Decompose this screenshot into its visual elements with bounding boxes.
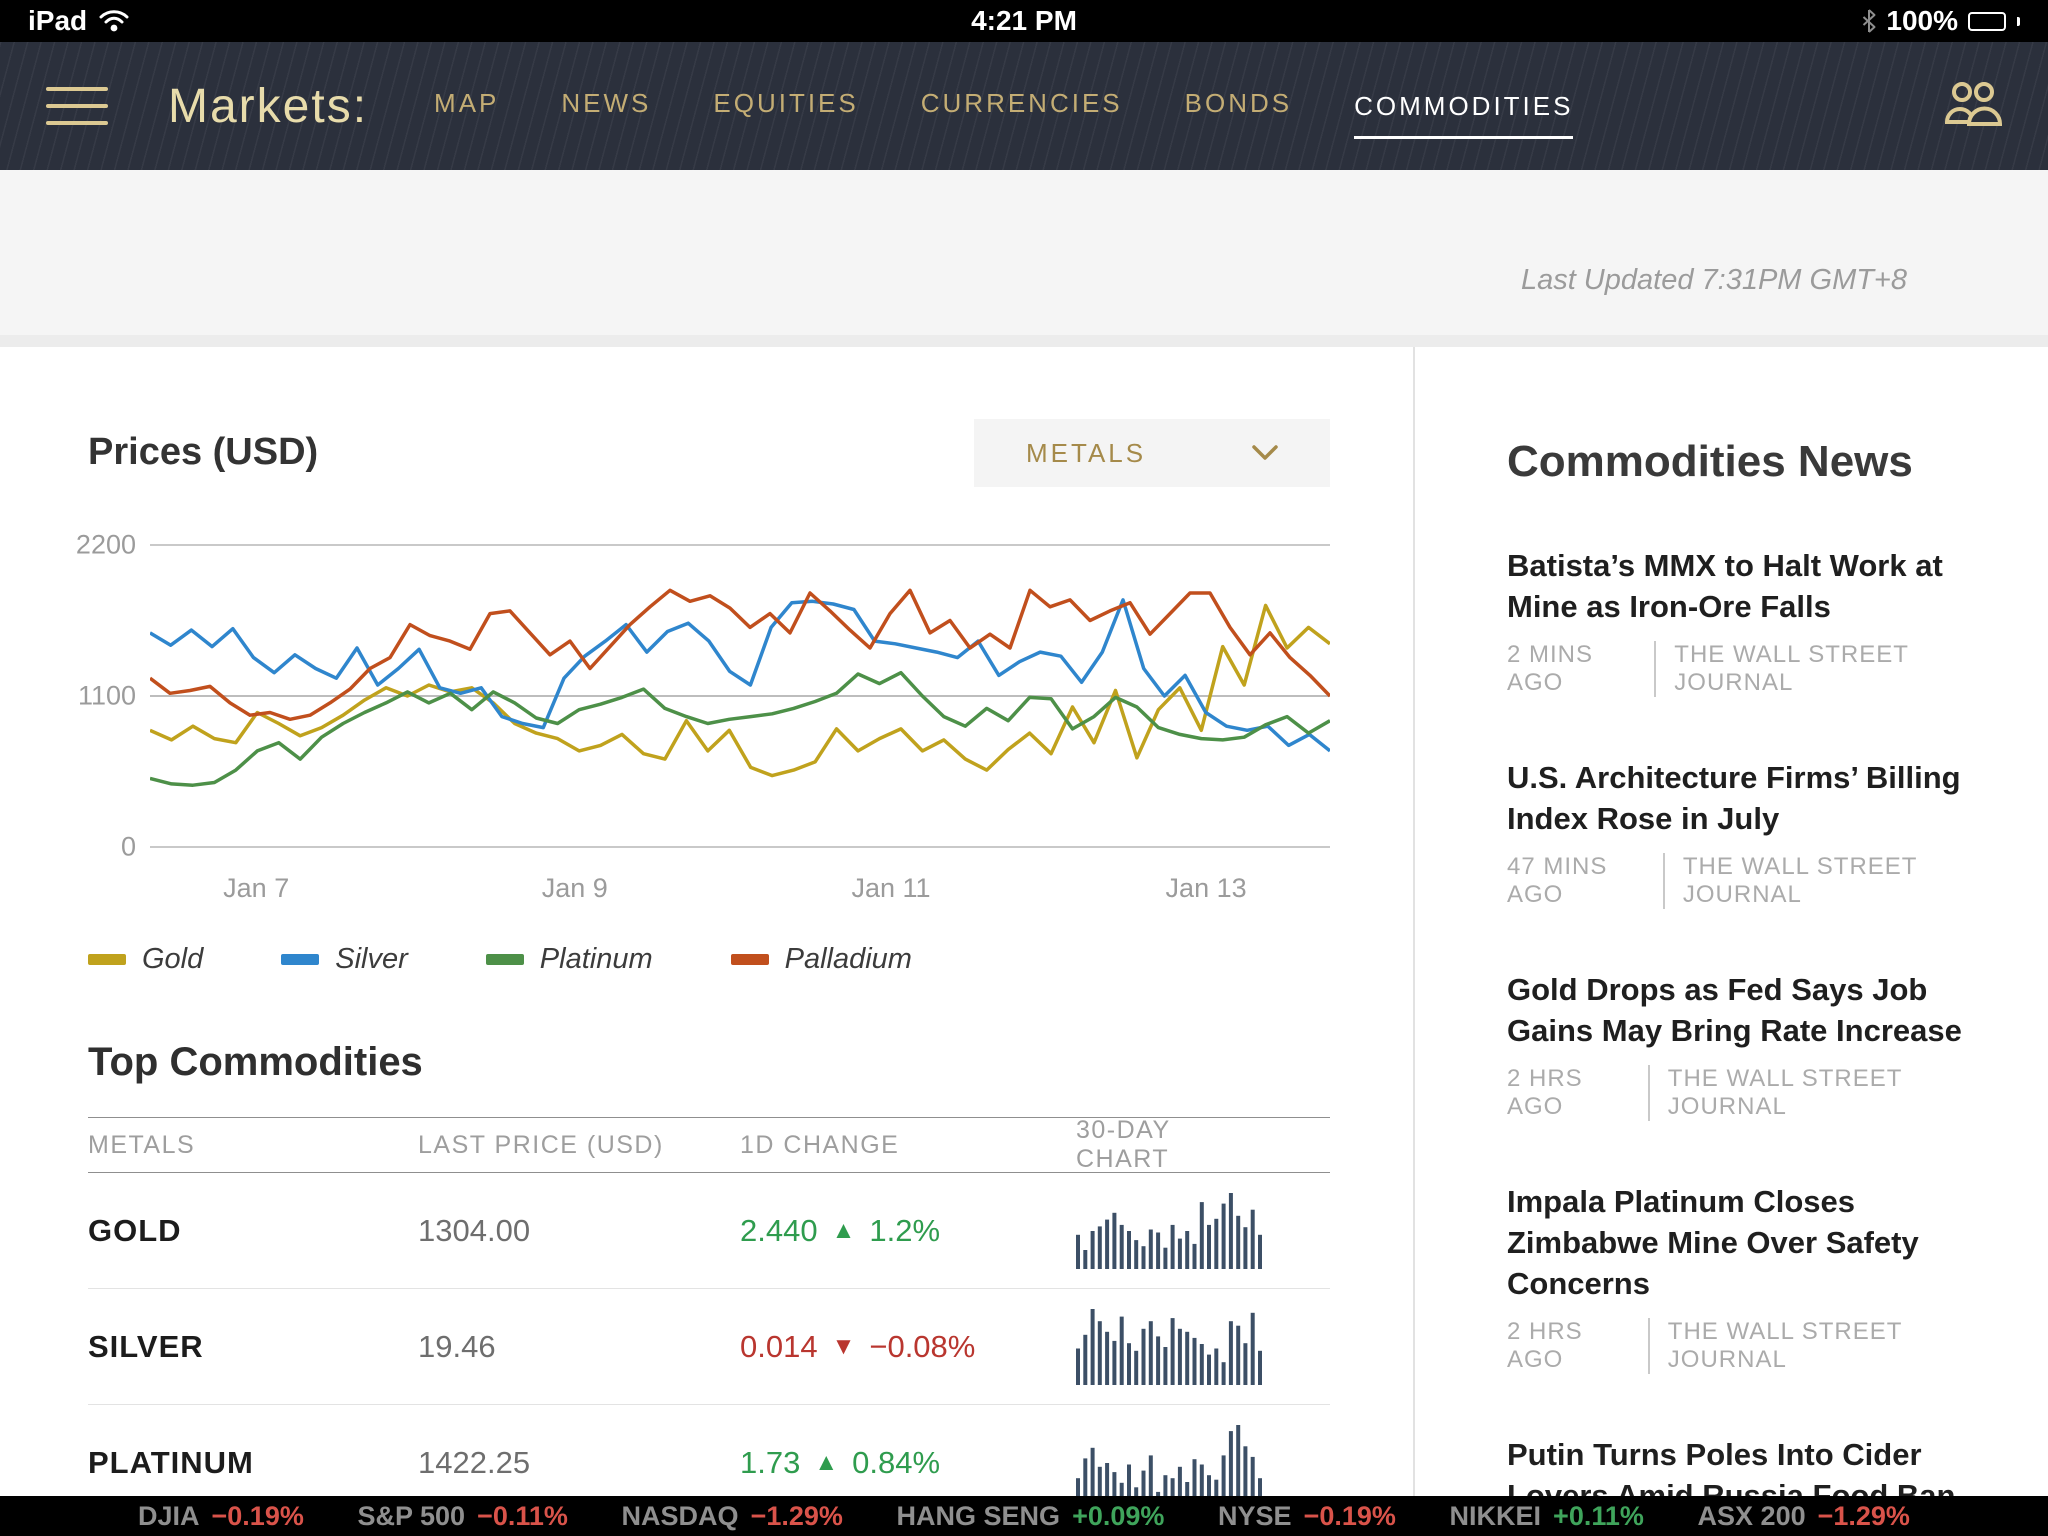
news-item[interactable]: U.S. Architecture Firms’ Billing Index R…: [1507, 757, 1988, 909]
plot-area: [150, 515, 1330, 865]
page-title: Prices (USD): [88, 431, 319, 473]
legend-item-silver: Silver: [281, 943, 408, 976]
change-arrow-icon: [832, 1217, 856, 1245]
ticker-item: NASDAQ −1.29%: [621, 1500, 843, 1531]
nav-item-commodities[interactable]: COMMODITIES: [1354, 91, 1574, 139]
content: Prices (USD) METALS 2200 1100 0: [0, 347, 2048, 1536]
news-item[interactable]: Impala Platinum Closes Zimbabwe Mine Ove…: [1507, 1181, 1988, 1374]
news-item[interactable]: Gold Drops as Fed Says Job Gains May Bri…: [1507, 969, 1988, 1121]
table-row[interactable]: GOLD 1304.00 2.440 1.2%: [88, 1173, 1330, 1289]
status-time: 4:21 PM: [971, 5, 1077, 36]
news-time: 2 HRS AGO: [1507, 1065, 1583, 1120]
change-cell: 1.73 0.84%: [740, 1445, 1076, 1481]
nav-item-equities[interactable]: EQUITIES: [713, 87, 859, 118]
y-tick: 0: [120, 831, 136, 862]
carrier-label: iPad: [28, 5, 88, 36]
subheader: Last Updated 7:31PM GMT+8: [0, 170, 2048, 347]
change-cell: 0.014 −0.08%: [740, 1329, 1076, 1365]
sparkline-chart: [1076, 1308, 1266, 1385]
ticker-item: NIKKEI +0.11%: [1449, 1500, 1644, 1531]
x-tick: Jan 11: [851, 873, 931, 903]
table-header: METALS LAST PRICE (USD) 1D CHANGE 30-DAY…: [88, 1116, 1330, 1173]
x-tick: Jan 9: [541, 873, 608, 903]
legend-swatch: [485, 954, 524, 965]
menu-icon[interactable]: [46, 87, 108, 125]
news-title: Commodities News: [1507, 437, 1913, 486]
news-time: 47 MINS AGO: [1507, 853, 1608, 908]
nav-item-map[interactable]: MAP: [434, 87, 500, 118]
nav-item-currencies[interactable]: CURRENCIES: [920, 87, 1123, 118]
ticker-item: S&P 500 −0.11%: [357, 1500, 568, 1531]
legend-item-gold: Gold: [88, 943, 203, 976]
people-icon[interactable]: [1944, 79, 2003, 134]
prices-chart: 2200 1100 0: [76, 515, 1330, 865]
news-source: THE WALL STREET JOURNAL: [1662, 853, 1988, 909]
bluetooth-icon: [1863, 9, 1876, 33]
last-updated-label: Last Updated 7:31PM GMT+8: [1520, 264, 1907, 296]
battery-icon: [1968, 11, 2006, 31]
legend-swatch: [281, 954, 320, 965]
metals-dropdown[interactable]: METALS: [974, 419, 1330, 487]
nav-item-news[interactable]: NEWS: [561, 87, 652, 118]
battery-percent: 100%: [1886, 5, 1958, 36]
sparkline-chart: [1076, 1425, 1266, 1501]
table-row[interactable]: SILVER 19.46 0.014 −0.08%: [88, 1289, 1330, 1405]
change-arrow-icon: [814, 1449, 838, 1477]
x-tick: Jan 13: [1165, 873, 1247, 903]
news-list: Batista’s MMX to Halt Work at Mine as Ir…: [1507, 545, 1988, 1536]
battery-icon-tip: [2017, 16, 2020, 26]
news-item[interactable]: Batista’s MMX to Halt Work at Mine as Ir…: [1507, 545, 1988, 697]
news-source: THE WALL STREET JOURNAL: [1654, 641, 1988, 697]
x-axis-labels: Jan 7 Jan 9 Jan 11 Jan 13: [150, 873, 1330, 913]
news-source: THE WALL STREET JOURNAL: [1647, 1318, 1988, 1374]
ticker-item: HANG SENG +0.09%: [896, 1500, 1165, 1531]
prices-line-chart: [150, 544, 1330, 848]
wifi-icon: [99, 10, 129, 32]
news-sidebar: Commodities News Batista’s MMX to Halt W…: [1413, 347, 2048, 1536]
table-row[interactable]: PLATINUM 1422.25 1.73 0.84%: [88, 1405, 1330, 1521]
news-source: THE WALL STREET JOURNAL: [1647, 1065, 1988, 1121]
chart-legend: Gold Silver Platinum Palladium: [88, 943, 1330, 976]
y-tick: 1100: [77, 680, 136, 711]
nav-item-bonds[interactable]: BONDS: [1184, 87, 1293, 118]
legend-item-platinum: Platinum: [485, 943, 653, 976]
y-tick: 2200: [75, 529, 136, 560]
news-time: 2 MINS AGO: [1507, 641, 1594, 696]
main-column: Prices (USD) METALS 2200 1100 0: [76, 347, 1330, 1501]
navbar: Markets: MAP NEWS EQUITIES CURRENCIES BO…: [0, 42, 2048, 170]
nav-items: MAP NEWS EQUITIES CURRENCIES BONDS COMMO…: [434, 87, 1574, 139]
app-brand: Markets:: [168, 79, 369, 133]
status-bar: 4:21 PM iPad 100%: [0, 0, 2048, 42]
metals-dropdown-value: METALS: [1026, 437, 1147, 468]
legend-item-palladium: Palladium: [730, 943, 912, 976]
ticker-item: ASX 200 −1.29%: [1697, 1500, 1910, 1531]
y-axis-labels: 2200 1100 0: [76, 515, 150, 865]
chevron-down-icon: [1252, 445, 1278, 460]
legend-swatch: [730, 954, 769, 965]
news-time: 2 HRS AGO: [1507, 1318, 1583, 1373]
x-tick: Jan 7: [223, 873, 290, 903]
top-commodities-table: METALS LAST PRICE (USD) 1D CHANGE 30-DAY…: [88, 1116, 1330, 1521]
ticker-item: NYSE −0.19%: [1218, 1500, 1396, 1531]
sparkline-chart: [1076, 1192, 1266, 1269]
change-cell: 2.440 1.2%: [740, 1213, 1076, 1249]
table-title: Top Commodities: [88, 1040, 423, 1084]
ticker-item: DJIA −0.19%: [138, 1500, 304, 1531]
change-arrow-icon: [832, 1333, 856, 1361]
legend-swatch: [88, 954, 126, 965]
market-ticker: DJIA −0.19% S&P 500 −0.11% NASDAQ −1.29% HA…: [0, 1496, 2048, 1536]
